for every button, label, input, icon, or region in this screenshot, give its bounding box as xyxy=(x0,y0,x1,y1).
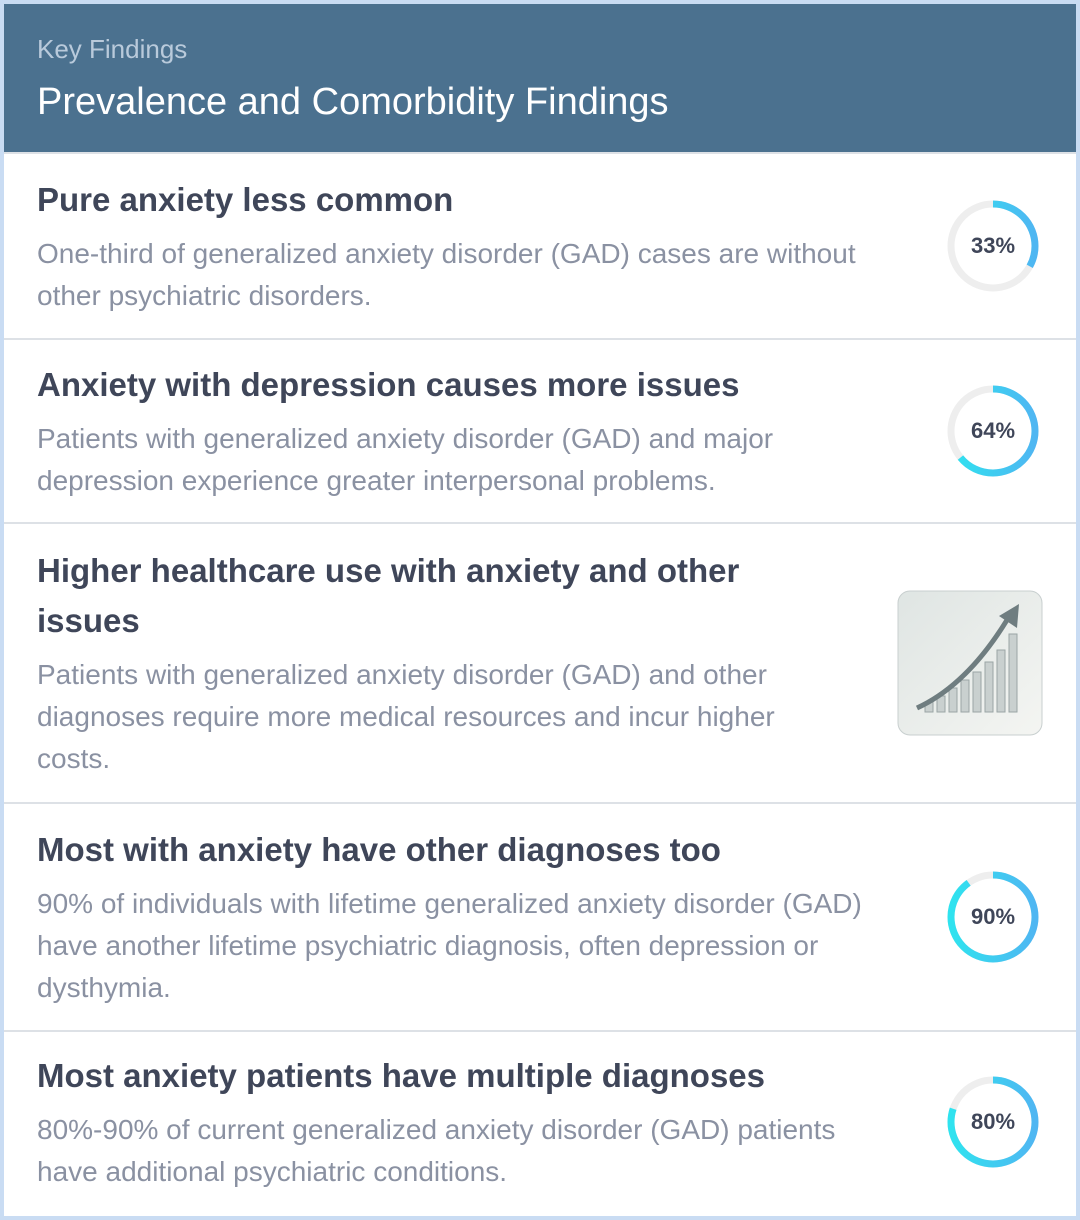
finding-description: 80%-90% of current generalized anxiety d… xyxy=(37,1114,836,1187)
finding-title: Anxiety with depression causes more issu… xyxy=(37,366,740,403)
finding-title: Pure anxiety less common xyxy=(37,181,454,218)
ring-arc xyxy=(947,200,1039,292)
ring-arc xyxy=(947,871,1039,963)
header: Key Findings Prevalence and Comorbidity … xyxy=(4,4,1076,152)
progress-ring: 33% xyxy=(947,200,1039,292)
ring-label: 80% xyxy=(971,1109,1015,1134)
ring-arc xyxy=(947,385,1039,477)
finding-description: Patients with generalized anxiety disord… xyxy=(37,423,774,496)
finding: Pure anxiety less common One-third of gen… xyxy=(4,152,1076,338)
finding: Higher healthcare use with anxiety and o… xyxy=(4,522,1076,802)
progress-ring: 90% xyxy=(947,871,1039,963)
finding: Most anxiety patients have multiple diag… xyxy=(4,1030,1076,1212)
header-title: Prevalence and Comorbidity Findings xyxy=(37,81,669,123)
ring-label: 90% xyxy=(971,904,1015,929)
progress-ring: 64% xyxy=(947,385,1039,477)
ring-label: 33% xyxy=(971,233,1015,258)
header-subtitle: Key Findings xyxy=(37,34,188,64)
ring-arc xyxy=(947,1076,1039,1168)
finding-description: Patients with generalized anxiety disord… xyxy=(37,659,775,774)
finding-title: Higher healthcare use with anxiety and o… xyxy=(37,552,740,639)
finding: Most with anxiety have other diagnoses t… xyxy=(4,802,1076,1030)
finding: Anxiety with depression causes more issu… xyxy=(4,338,1076,522)
finding-description: One-third of generalized anxiety disorde… xyxy=(37,238,856,311)
finding-title: Most anxiety patients have multiple diag… xyxy=(37,1057,766,1094)
finding-description: 90% of individuals with lifetime general… xyxy=(37,888,862,1003)
progress-ring: 80% xyxy=(947,1076,1039,1168)
chart-illustration xyxy=(897,590,1043,736)
ring-label: 64% xyxy=(971,418,1015,443)
finding-title: Most with anxiety have other diagnoses t… xyxy=(37,831,721,868)
